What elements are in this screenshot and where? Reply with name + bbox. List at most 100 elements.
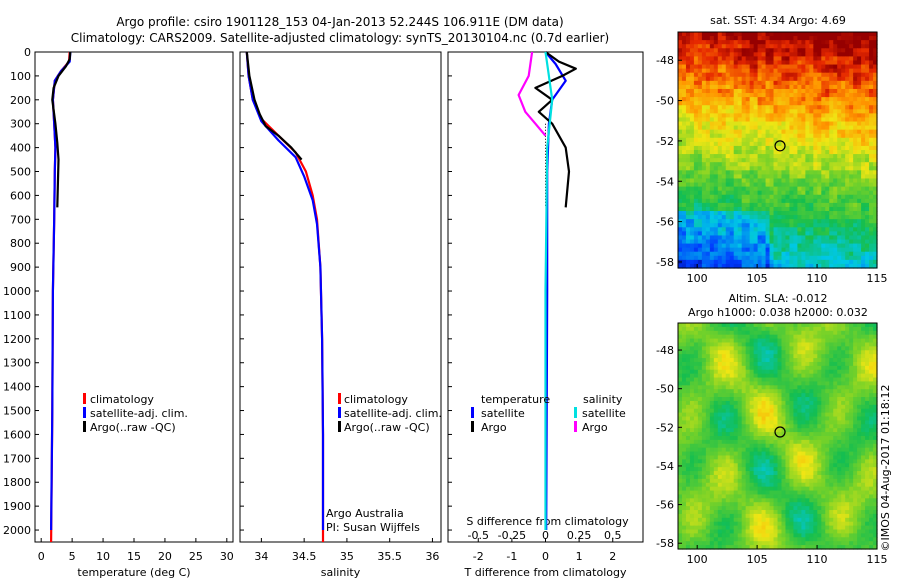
legend-satellite-swatch: [83, 407, 86, 418]
credit-line2: PI: Susan Wijffels: [326, 521, 420, 534]
legend-s-argo-label: Argo: [582, 421, 608, 434]
depth-tick-label: 1500: [3, 405, 31, 418]
legend-salinity-header: salinity: [583, 393, 623, 406]
x-tick-label: 15: [127, 550, 141, 563]
sst-map-lat-label: -52: [656, 135, 674, 148]
depth-tick-label: 900: [10, 261, 31, 274]
sla-map-lon-label: 100: [687, 553, 708, 566]
x2-tick-label: 0.25: [567, 529, 592, 542]
sst-map-lat-label: -48: [656, 54, 674, 67]
x-tick-label: 2: [609, 550, 616, 563]
legend-argo-label: Argo(..raw -QC): [90, 421, 176, 434]
depth-tick-label: 1400: [3, 381, 31, 394]
x-tick-label: 0: [38, 550, 45, 563]
x2-tick-label: 0: [542, 529, 549, 542]
x-tick-label: -1: [506, 550, 517, 563]
legend-argo-swatch: [83, 421, 86, 432]
x-tick-label: 20: [158, 550, 172, 563]
x-tick-label: 25: [189, 550, 203, 563]
x-tick-label: 30: [220, 550, 234, 563]
depth-tick-label: 1600: [3, 428, 31, 441]
depth-tick-label: 500: [10, 166, 31, 179]
legend-climatology-swatch: [83, 393, 86, 404]
sst-map-lat-label: -56: [656, 216, 674, 229]
depth-tick-label: 1700: [3, 452, 31, 465]
depth-tick-label: 800: [10, 237, 31, 250]
legend-argo-swatch: [338, 421, 341, 432]
sla-map-lat-label: -50: [656, 383, 674, 396]
sst-map-lon-label: 100: [687, 272, 708, 285]
x2-tick-label: -0.5: [468, 529, 489, 542]
depth-tick-label: 1800: [3, 476, 31, 489]
x-axis-label: temperature (deg C): [77, 566, 190, 579]
depth-tick-label: 1300: [3, 357, 31, 370]
sla-map-title-line1: Altim. SLA: -0.012: [728, 292, 827, 305]
depth-tick-label: 400: [10, 142, 31, 155]
sst-map: -48 -50 -52 -54 -56 -58 100 105 110 115: [656, 32, 887, 285]
legend-t-argo-label: Argo: [481, 421, 507, 434]
x-tick-label: 35: [340, 550, 354, 563]
depth-tick-label: 1900: [3, 500, 31, 513]
depth-tick-label: 1000: [3, 285, 31, 298]
x-tick-label: 10: [96, 550, 110, 563]
x-tick-label: 35.5: [377, 550, 402, 563]
x-tick-label: 34.5: [292, 550, 317, 563]
sla-map-lon-label: 110: [807, 553, 828, 566]
sla-map: -48 -50 -52 -54 -56 -58 100 105 110 115: [656, 323, 887, 566]
sst-map-title: sat. SST: 4.34 Argo: 4.69: [710, 14, 846, 27]
depth-tick-label: 200: [10, 94, 31, 107]
legend-climatology-swatch: [338, 393, 341, 404]
legend-s-argo-swatch: [574, 421, 577, 432]
legend-s-satellite-swatch: [574, 407, 577, 418]
legend-t-argo-swatch: [471, 421, 474, 432]
imos-watermark: ©IMOS 04-Aug-2017 01:18:12: [879, 385, 892, 552]
legend-t-satellite-label: satellite: [481, 407, 525, 420]
legend-satellite-label: satellite-adj. clim.: [90, 407, 188, 420]
x-tick-label: 1: [576, 550, 583, 563]
figure-title-line1: Argo profile: csiro 1901128_153 04-Jan-2…: [116, 15, 563, 29]
sst-map-lon-label: 105: [747, 272, 768, 285]
depth-tick-label: 2000: [3, 524, 31, 537]
depth-tick-label: 700: [10, 213, 31, 226]
sla-map-lon-label: 115: [867, 553, 888, 566]
figure-title-line2: Climatology: CARS2009. Satellite-adjuste…: [71, 31, 609, 45]
x-axis-label: salinity: [321, 566, 361, 579]
depth-tick-label: 1200: [3, 333, 31, 346]
x-tick-label: 5: [69, 550, 76, 563]
legend-temperature-header: temperature: [481, 393, 550, 406]
sst-map-lat-label: -54: [656, 175, 674, 188]
sla-map-lon-label: 105: [747, 553, 768, 566]
depth-tick-label: 300: [10, 118, 31, 131]
depth-tick-label: 600: [10, 189, 31, 202]
sst-map-lon-label: 115: [867, 272, 888, 285]
legend-satellite-label: satellite-adj. clim.: [344, 407, 442, 420]
credit-line1: Argo Australia: [326, 507, 404, 520]
legend-s-satellite-label: satellite: [582, 407, 626, 420]
sla-map-lat-label: -58: [656, 537, 674, 550]
x-tick-label: 34: [254, 550, 268, 563]
legend-climatology-label: climatology: [344, 393, 408, 406]
legend-argo-label: Argo(..raw -QC): [344, 421, 430, 434]
x-tick-label: 36: [425, 550, 439, 563]
sla-map-lat-label: -52: [656, 421, 674, 434]
sla-map-title-line2: Argo h1000: 0.038 h2000: 0.032: [688, 306, 868, 319]
sla-map-lat-label: -48: [656, 344, 674, 357]
depth-tick-label: 1100: [3, 309, 31, 322]
depth-tick-label: 0: [24, 46, 31, 59]
x-tick-label: -2: [473, 550, 484, 563]
x2-tick-label: 0.5: [604, 529, 622, 542]
sla-map-lat-label: -54: [656, 460, 674, 473]
sst-map-lon-label: 110: [807, 272, 828, 285]
legend-climatology-label: climatology: [90, 393, 154, 406]
depth-tick-label: 100: [10, 70, 31, 83]
x-axis-label: T difference from climatology: [464, 566, 627, 579]
sst-map-lat-label: -58: [656, 256, 674, 269]
legend-satellite-swatch: [338, 407, 341, 418]
x-tick-label: 0: [542, 550, 549, 563]
sst-map-lat-label: -50: [656, 95, 674, 108]
x2-axis-label: S difference from climatology: [466, 515, 629, 528]
sla-map-lat-label: -56: [656, 499, 674, 512]
legend-t-satellite-swatch: [471, 407, 474, 418]
x2-tick-label: -0.25: [498, 529, 526, 542]
